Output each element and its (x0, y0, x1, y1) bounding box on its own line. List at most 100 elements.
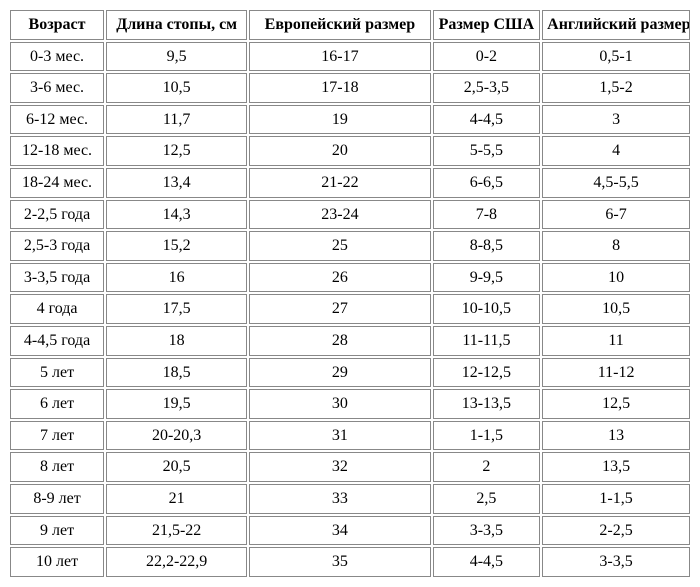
table-cell: 7-8 (433, 200, 541, 230)
table-cell: 23-24 (249, 200, 430, 230)
table-cell: 12,5 (542, 389, 690, 419)
table-cell: 4-4,5 года (10, 326, 104, 356)
table-row: 6 лет19,53013-13,512,5 (10, 389, 690, 419)
table-cell: 1-1,5 (542, 484, 690, 514)
table-cell: 8-8,5 (433, 231, 541, 261)
table-cell: 21 (106, 484, 247, 514)
table-cell: 2 (433, 452, 541, 482)
col-foot-length: Длина стопы, см (106, 10, 247, 40)
table-cell: 2-2,5 (542, 516, 690, 546)
table-cell: 10,5 (542, 294, 690, 324)
table-cell: 0-3 мес. (10, 42, 104, 72)
table-cell: 35 (249, 547, 430, 577)
table-row: 12-18 мес.12,5205-5,54 (10, 136, 690, 166)
table-cell: 13,5 (542, 452, 690, 482)
table-cell: 4 (542, 136, 690, 166)
table-row: 4 года17,52710-10,510,5 (10, 294, 690, 324)
table-cell: 20,5 (106, 452, 247, 482)
table-cell: 18-24 мес. (10, 168, 104, 198)
table-cell: 3-3,5 года (10, 263, 104, 293)
table-cell: 4-4,5 (433, 547, 541, 577)
table-row: 7 лет20-20,3311-1,513 (10, 421, 690, 451)
table-cell: 15,2 (106, 231, 247, 261)
col-age: Возраст (10, 10, 104, 40)
col-uk-size: Английский размер (542, 10, 690, 40)
table-cell: 0-2 (433, 42, 541, 72)
table-cell: 28 (249, 326, 430, 356)
table-cell: 19,5 (106, 389, 247, 419)
table-cell: 9,5 (106, 42, 247, 72)
table-cell: 16-17 (249, 42, 430, 72)
table-cell: 22,2-22,9 (106, 547, 247, 577)
table-cell: 2,5-3 года (10, 231, 104, 261)
table-cell: 1,5-2 (542, 73, 690, 103)
table-cell: 11 (542, 326, 690, 356)
table-cell: 21,5-22 (106, 516, 247, 546)
table-cell: 26 (249, 263, 430, 293)
table-cell: 3 (542, 105, 690, 135)
table-cell: 17-18 (249, 73, 430, 103)
table-cell: 3-3,5 (542, 547, 690, 577)
table-cell: 3-6 мес. (10, 73, 104, 103)
table-row: 2,5-3 года15,2258-8,58 (10, 231, 690, 261)
table-cell: 5 лет (10, 358, 104, 388)
table-cell: 13 (542, 421, 690, 451)
table-cell: 7 лет (10, 421, 104, 451)
table-cell: 31 (249, 421, 430, 451)
table-cell: 16 (106, 263, 247, 293)
table-cell: 4 года (10, 294, 104, 324)
table-cell: 10,5 (106, 73, 247, 103)
table-cell: 25 (249, 231, 430, 261)
table-cell: 2,5 (433, 484, 541, 514)
table-cell: 0,5-1 (542, 42, 690, 72)
table-cell: 17,5 (106, 294, 247, 324)
table-cell: 6-7 (542, 200, 690, 230)
table-cell: 19 (249, 105, 430, 135)
table-cell: 9-9,5 (433, 263, 541, 293)
table-cell: 18,5 (106, 358, 247, 388)
table-cell: 6-12 мес. (10, 105, 104, 135)
table-cell: 3-3,5 (433, 516, 541, 546)
table-cell: 13-13,5 (433, 389, 541, 419)
table-cell: 10-10,5 (433, 294, 541, 324)
table-cell: 2,5-3,5 (433, 73, 541, 103)
table-body: 0-3 мес.9,516-170-20,5-13-6 мес.10,517-1… (10, 42, 690, 577)
table-cell: 10 (542, 263, 690, 293)
col-eu-size: Европейский размер (249, 10, 430, 40)
table-cell: 33 (249, 484, 430, 514)
table-row: 8-9 лет21332,51-1,5 (10, 484, 690, 514)
table-cell: 13,4 (106, 168, 247, 198)
table-row: 3-6 мес.10,517-182,5-3,51,5-2 (10, 73, 690, 103)
table-cell: 20 (249, 136, 430, 166)
table-cell: 2-2,5 года (10, 200, 104, 230)
table-row: 0-3 мес.9,516-170-20,5-1 (10, 42, 690, 72)
table-row: 4-4,5 года182811-11,511 (10, 326, 690, 356)
table-row: 6-12 мес.11,7194-4,53 (10, 105, 690, 135)
table-cell: 8-9 лет (10, 484, 104, 514)
shoe-size-table: Возраст Длина стопы, см Европейский разм… (8, 8, 692, 579)
table-cell: 20-20,3 (106, 421, 247, 451)
table-cell: 32 (249, 452, 430, 482)
table-cell: 4,5-5,5 (542, 168, 690, 198)
table-cell: 21-22 (249, 168, 430, 198)
table-row: 9 лет21,5-22343-3,52-2,5 (10, 516, 690, 546)
table-cell: 34 (249, 516, 430, 546)
table-row: 5 лет18,52912-12,511-12 (10, 358, 690, 388)
col-us-size: Размер США (433, 10, 541, 40)
table-cell: 30 (249, 389, 430, 419)
table-header-row: Возраст Длина стопы, см Европейский разм… (10, 10, 690, 40)
table-row: 10 лет22,2-22,9354-4,53-3,5 (10, 547, 690, 577)
table-cell: 4-4,5 (433, 105, 541, 135)
table-cell: 8 (542, 231, 690, 261)
table-cell: 12,5 (106, 136, 247, 166)
table-row: 8 лет20,532213,5 (10, 452, 690, 482)
table-row: 18-24 мес.13,421-226-6,54,5-5,5 (10, 168, 690, 198)
table-cell: 9 лет (10, 516, 104, 546)
table-cell: 18 (106, 326, 247, 356)
table-cell: 12-12,5 (433, 358, 541, 388)
table-cell: 29 (249, 358, 430, 388)
table-cell: 6-6,5 (433, 168, 541, 198)
table-cell: 11-12 (542, 358, 690, 388)
table-row: 3-3,5 года16269-9,510 (10, 263, 690, 293)
table-cell: 6 лет (10, 389, 104, 419)
